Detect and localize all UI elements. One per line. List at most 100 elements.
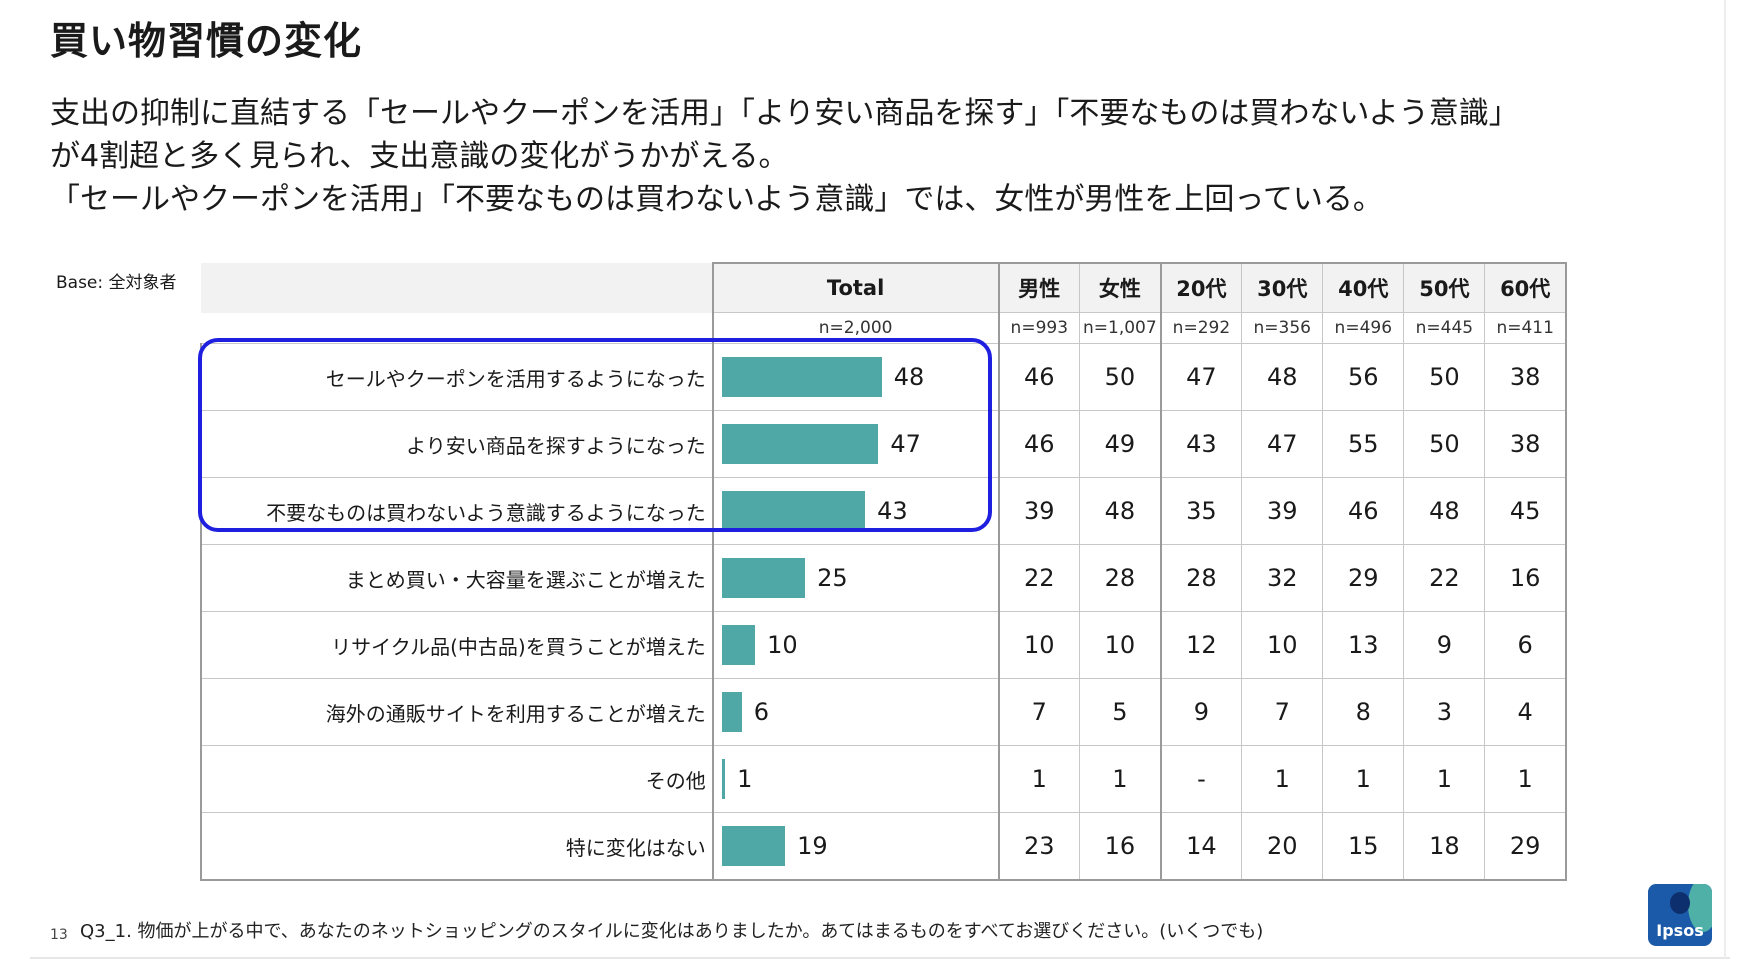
results-table: Total 男性 女性 20代 30代 40代 50代 60代 n=2,000 n=993 n=1,… (200, 262, 1568, 881)
segment-value: 38 (1484, 410, 1568, 478)
total-bar-cell: 19 (711, 812, 1000, 881)
total-bar (721, 558, 806, 598)
segment-value: 5 (1079, 678, 1162, 746)
segment-value: 4 (1484, 678, 1568, 746)
n-size-spacer (201, 312, 713, 344)
logo-head-shape (1670, 892, 1690, 914)
header-spacer (201, 263, 713, 313)
header-segment: 20代 (1160, 262, 1243, 313)
table-row: セールやクーポンを活用するようになった 48 46 50 47 48 56 50 38 (200, 343, 1568, 411)
table-row: リサイクル品(中古品)を買うことが増えた 10 10 10 12 10 13 9 6 (200, 611, 1568, 679)
table-row: 特に変化はない 19 23 16 14 20 15 18 29 (200, 812, 1568, 881)
segment-value: 7 (1241, 678, 1324, 746)
bar-wrap: 6 (714, 690, 998, 734)
segment-value: 16 (1079, 812, 1162, 881)
segment-value: 16 (1484, 544, 1568, 612)
row-label: 特に変化はない (200, 812, 714, 881)
page-number: 13 (50, 927, 68, 943)
total-bar-value: 10 (767, 631, 798, 659)
segment-value: 1 (1241, 745, 1324, 813)
n-size-segment: n=993 (997, 312, 1081, 344)
header-total: Total (711, 262, 1000, 313)
table-row: まとめ買い・大容量を選ぶことが増えた 25 22 28 28 32 29 22 16 (200, 544, 1568, 612)
slide-title: 買い物習慣の変化 (50, 19, 363, 63)
logo-swoosh-shape (1688, 884, 1712, 932)
ipsos-logo: Ipsos (1648, 884, 1712, 946)
segment-value: 50 (1079, 343, 1162, 411)
table-row: より安い商品を探すようになった 47 46 49 43 47 55 50 38 (200, 410, 1568, 478)
segment-value: 13 (1322, 611, 1405, 679)
lead-text: 支出の抑制に直結する「セールやクーポンを活用」「より安い商品を探す」「不要なもの… (50, 92, 1519, 221)
row-label: 不要なものは買わないよう意識するようになった (200, 477, 714, 545)
segment-value: 48 (1241, 343, 1324, 411)
segment-value: 20 (1241, 812, 1324, 881)
total-bar-value: 48 (893, 363, 925, 391)
n-size-row: n=2,000 n=993 n=1,007 n=292 n=356 n=496 n=445 n… (201, 312, 1568, 344)
segment-value: 39 (1241, 477, 1324, 545)
segment-value: 45 (1484, 477, 1568, 545)
segment-value: 50 (1403, 410, 1486, 478)
segment-value: 56 (1322, 343, 1405, 411)
segment-value: 10 (1241, 611, 1324, 679)
segment-value: 47 (1160, 343, 1243, 411)
row-label: リサイクル品(中古品)を買うことが増えた (200, 611, 714, 679)
segment-value: 48 (1403, 477, 1486, 545)
row-label: 海外の通販サイトを利用することが増えた (200, 678, 714, 746)
segment-value: 49 (1079, 410, 1162, 478)
header-segment: 30代 (1241, 262, 1324, 313)
segment-value: 1 (1403, 745, 1486, 813)
n-size-total: n=2,000 (711, 312, 1000, 344)
total-bar-value: 6 (753, 698, 770, 726)
total-bar-cell: 10 (711, 611, 1000, 679)
segment-value: 32 (1241, 544, 1324, 612)
row-label: セールやクーポンを活用するようになった (200, 343, 714, 411)
n-size-segment: n=445 (1403, 312, 1486, 344)
segment-value: 10 (1079, 611, 1162, 679)
bar-wrap: 10 (714, 623, 998, 667)
n-size-segment: n=1,007 (1079, 312, 1162, 344)
bar-wrap: 1 (714, 757, 998, 801)
n-size-segment: n=292 (1160, 312, 1243, 344)
logo-wordmark: Ipsos (1656, 921, 1704, 940)
total-bar-cell: 25 (711, 544, 1000, 612)
segment-value: 28 (1079, 544, 1162, 612)
bottom-divider (30, 957, 1730, 959)
total-bar-cell: 47 (711, 410, 1000, 478)
base-note: Base: 全対象者 (56, 273, 177, 293)
bar-wrap: 43 (714, 489, 998, 533)
header-segment: 50代 (1403, 262, 1486, 313)
total-bar-cell: 6 (711, 678, 1000, 746)
table-header-row: Total 男性 女性 20代 30代 40代 50代 60代 (201, 262, 1568, 313)
row-label: より安い商品を探すようになった (200, 410, 714, 478)
segment-value: 46 (997, 343, 1081, 411)
table-row: 海外の通販サイトを利用することが増えた 6 7 5 9 7 8 3 4 (200, 678, 1568, 746)
total-bar-value: 47 (890, 430, 921, 458)
bar-wrap: 19 (714, 824, 998, 868)
total-bar (721, 424, 879, 464)
segment-value: 7 (997, 678, 1081, 746)
segment-value: 47 (1241, 410, 1324, 478)
segment-value: 9 (1160, 678, 1243, 746)
segment-value: 22 (997, 544, 1081, 612)
bar-wrap: 48 (714, 355, 998, 399)
segment-value: 39 (997, 477, 1081, 545)
header-segment: 60代 (1484, 262, 1568, 313)
header-segment: 40代 (1322, 262, 1405, 313)
n-size-segment: n=496 (1322, 312, 1405, 344)
header-segment: 男性 (997, 262, 1081, 313)
segment-value: 14 (1160, 812, 1243, 881)
segment-value: 12 (1160, 611, 1243, 679)
segment-value: 6 (1484, 611, 1568, 679)
segment-value: 15 (1322, 812, 1405, 881)
segment-value: 1 (1079, 745, 1162, 813)
question-text: Q3_1. 物価が上がる中で、あなたのネットショッピングのスタイルに変化はありま… (80, 921, 1264, 942)
segment-value: 38 (1484, 343, 1568, 411)
segment-value: 46 (1322, 477, 1405, 545)
row-label: その他 (200, 745, 714, 813)
lead-line: が4割超と多く見られ、支出意識の変化がうかがえる。 (50, 139, 789, 174)
row-label: まとめ買い・大容量を選ぶことが増えた (200, 544, 714, 612)
segment-value: 29 (1484, 812, 1568, 881)
segment-value: 1 (1484, 745, 1568, 813)
total-bar (721, 357, 882, 397)
total-bar-value: 43 (877, 497, 908, 525)
